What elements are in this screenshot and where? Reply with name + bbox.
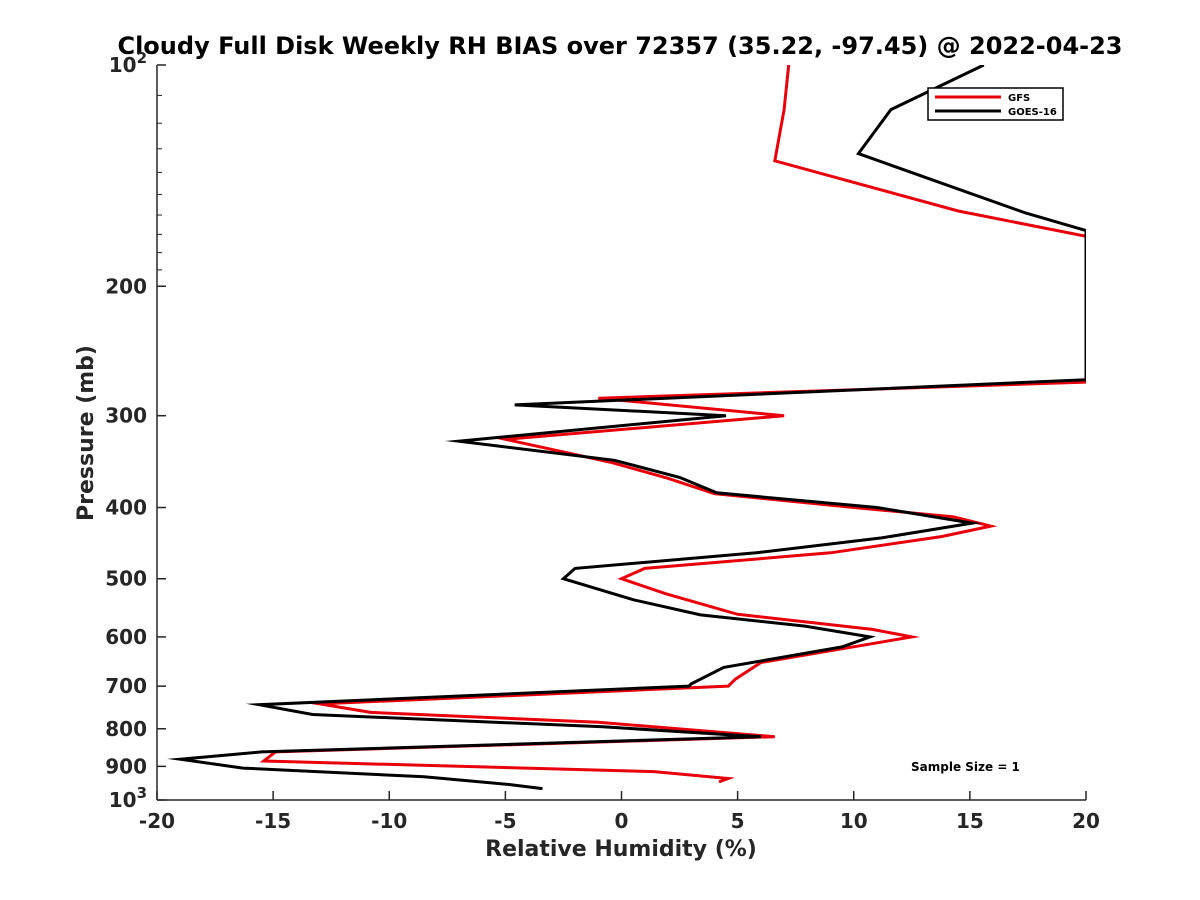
legend-label-gfs: GFS <box>1008 93 1030 104</box>
y-tick-label: 700 <box>105 674 147 698</box>
y-tick-label: 200 <box>105 274 147 298</box>
x-tick-label: 20 <box>1072 809 1100 833</box>
x-tick-label: 0 <box>615 809 629 833</box>
y-tick-label: 103 <box>109 784 147 812</box>
x-tick-label: -10 <box>371 809 407 833</box>
legend-box <box>927 87 1064 121</box>
y-tick-label: 800 <box>105 717 147 741</box>
legend-label-goes-16: GOES-16 <box>1008 107 1057 118</box>
chart-title: Cloudy Full Disk Weekly RH BIAS over 723… <box>117 32 1122 60</box>
series-line-gfs <box>259 65 1086 784</box>
x-tick-label: 5 <box>731 809 745 833</box>
axes: -20 -15 -10 -5 0 5 10 15 20 102 200 300 400 500 600 700… <box>105 49 1100 833</box>
y-tick-label: 500 <box>105 567 147 591</box>
x-tick-label: 15 <box>956 809 984 833</box>
x-axis-label: Relative Humidity (%) <box>485 837 757 862</box>
y-tick-label: 600 <box>105 625 147 649</box>
sample-size-annotation: Sample Size = 1 <box>911 760 1020 774</box>
legend: GFS GOES-16 <box>927 87 1064 121</box>
x-tick-label: -15 <box>255 809 291 833</box>
y-tick-label: 400 <box>105 496 147 520</box>
series-line-goes-16 <box>167 65 1086 791</box>
y-tick-label: 102 <box>109 49 147 77</box>
y-tick-label: 300 <box>105 404 147 428</box>
x-tick-label: -20 <box>139 809 175 833</box>
y-axis-label: Pressure (mb) <box>74 345 99 521</box>
x-tick-label: 10 <box>840 809 868 833</box>
y-tick-label: 900 <box>105 754 147 778</box>
plot-lines <box>167 65 1086 791</box>
x-tick-label: -5 <box>494 809 516 833</box>
